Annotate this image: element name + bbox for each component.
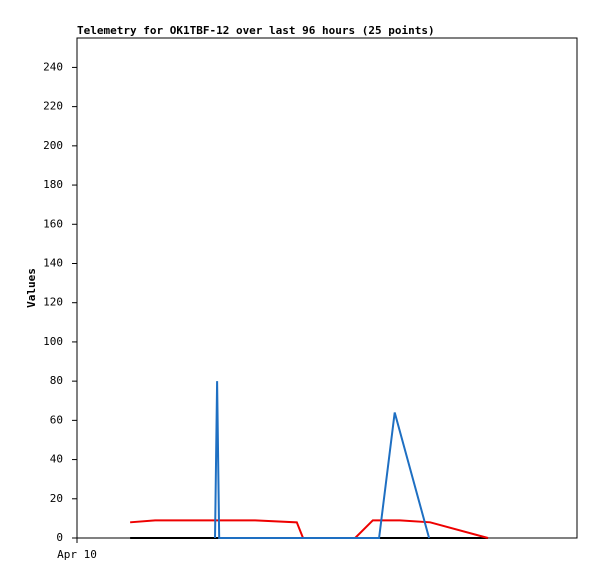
plot-frame bbox=[76, 37, 578, 539]
y-tick-label: 140 bbox=[43, 256, 63, 269]
y-tick-label: 0 bbox=[56, 531, 63, 544]
y-tick-label: 180 bbox=[43, 178, 63, 191]
y-tick-label: 240 bbox=[43, 60, 63, 73]
y-tick-label: 20 bbox=[50, 492, 63, 505]
y-tick-label: 200 bbox=[43, 139, 63, 152]
y-axis-label: Values bbox=[25, 268, 38, 308]
chart-title: Telemetry for OK1TBF-12 over last 96 hou… bbox=[77, 24, 435, 37]
y-tick-label: 40 bbox=[50, 453, 63, 466]
data-line bbox=[130, 519, 489, 539]
data-line bbox=[214, 381, 431, 539]
y-tick-label: 160 bbox=[43, 217, 63, 230]
y-tick-label: 60 bbox=[50, 413, 63, 426]
y-tick-label: 220 bbox=[43, 100, 63, 113]
y-tick-label: 100 bbox=[43, 335, 63, 348]
y-tick-label: 80 bbox=[50, 374, 63, 387]
x-tick-label: Apr 10 bbox=[57, 548, 97, 561]
y-tick-label: 120 bbox=[43, 296, 63, 309]
